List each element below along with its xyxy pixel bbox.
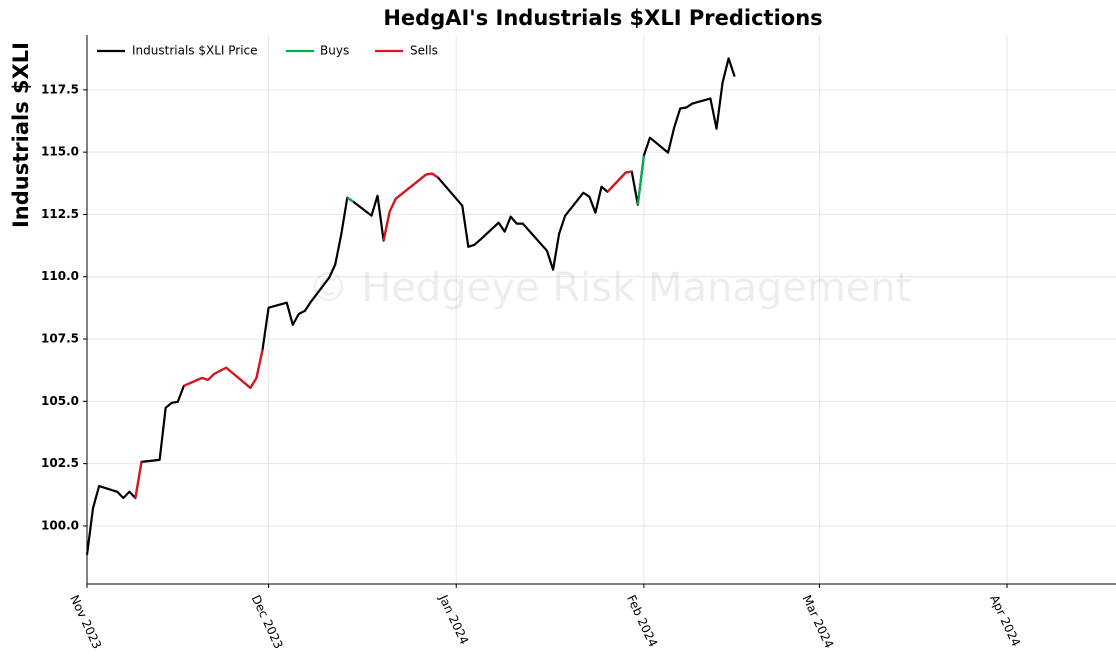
x-tick-label: Apr 2024 [987,593,1023,649]
line-series [346,155,645,205]
x-tick-label: Nov 2023 [67,593,104,651]
x-tick-label: Dec 2023 [249,593,286,651]
y-axis-label: Industrials $XLI [9,42,33,228]
y-tick-label: 100.0 [41,518,79,532]
y-tick-label: 117.5 [41,82,79,96]
y-tick-label: 102.5 [41,456,79,470]
x-tick-label: Feb 2024 [624,593,660,649]
y-tick-label: 110.0 [41,269,79,283]
y-tick-label: 105.0 [41,394,79,408]
y-tick-label: 107.5 [41,332,79,346]
y-tick-label: 112.5 [41,207,79,221]
legend-label: Buys [320,44,349,58]
x-tick-label: Jan 2024 [436,592,471,647]
watermark: © Hedgeye Risk Management [309,265,912,311]
line-series [134,170,632,499]
legend-label: Sells [410,44,438,58]
y-tick-label: 115.0 [41,145,79,159]
legend-label: Industrials $XLI Price [132,44,258,58]
chart-title: HedgAI's Industrials $XLI Predictions [383,6,822,30]
x-tick-label: Mar 2024 [800,593,837,651]
